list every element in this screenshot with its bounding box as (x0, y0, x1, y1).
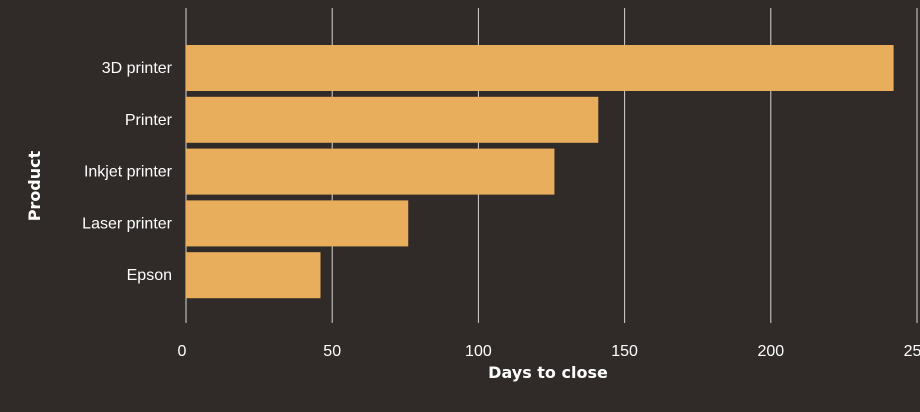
bar-inkjet-printer (186, 149, 554, 195)
y-axis-title: Product (25, 150, 44, 221)
y-tick-label: Printer (125, 112, 173, 129)
x-tick-labels: 0 50 100 150 200 250 (178, 343, 920, 360)
bar-epson (186, 252, 321, 298)
x-tick-label: 250 (904, 343, 920, 360)
x-tick-label: 100 (465, 343, 492, 360)
bar-laser-printer (186, 200, 408, 246)
y-tick-label: Inkjet printer (84, 164, 173, 181)
bar-printer (186, 97, 598, 143)
x-tick-label: 150 (611, 343, 638, 360)
bars (186, 45, 894, 298)
x-tick-label: 50 (323, 343, 341, 360)
x-tick-label: 0 (178, 343, 187, 360)
y-tick-label: Epson (127, 267, 172, 284)
bar-3d-printer (186, 45, 894, 91)
x-axis-title: Days to close (488, 363, 608, 382)
y-tick-label: 3D printer (102, 60, 173, 77)
x-tick-label: 200 (757, 343, 784, 360)
y-tick-labels: 3D printer Printer Inkjet printer Laser pri… (82, 60, 173, 284)
y-tick-label: Laser printer (82, 215, 172, 232)
